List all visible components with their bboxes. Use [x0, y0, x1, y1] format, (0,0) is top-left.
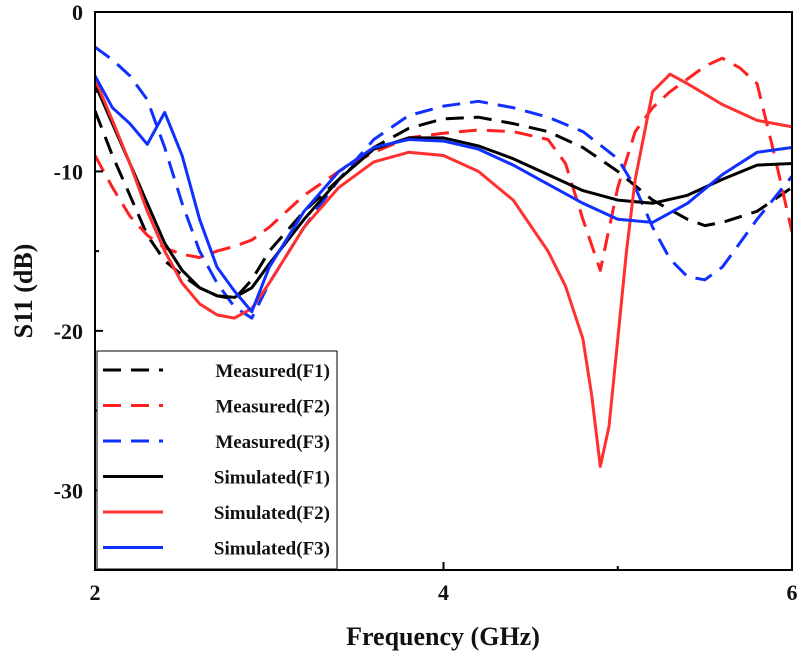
tick-labels: 2 4 6 0 -10 -20 -30 [54, 0, 798, 605]
x-tick-label: 6 [787, 580, 798, 605]
series-line-measured-f2 [95, 56, 792, 272]
plot-lines [95, 45, 792, 468]
legend-box [96, 350, 338, 570]
y-tick-label: -20 [54, 319, 83, 344]
legend-label: Simulated(F2) [214, 503, 330, 524]
legend-label: Simulated(F3) [214, 539, 330, 560]
x-tick-label: 2 [90, 580, 101, 605]
series-line-simulated-f3 [95, 75, 792, 314]
legend-label: Measured(F2) [215, 397, 330, 418]
legend-label: Simulated(F1) [214, 468, 330, 489]
series-line-simulated-f1 [95, 83, 792, 299]
y-tick-label: 0 [72, 0, 83, 25]
legend-label: Measured(F3) [215, 432, 330, 453]
y-tick-label: -30 [54, 478, 83, 503]
legend: Measured(F1) Measured(F2) Measured(F3) Simu… [96, 350, 338, 570]
y-tick-label: -10 [54, 159, 83, 184]
series-line-measured-f3 [95, 45, 792, 320]
legend-label: Measured(F1) [215, 361, 330, 382]
series-line-simulated-f2 [95, 72, 792, 468]
x-tick-label: 4 [438, 580, 449, 605]
x-axis-title: Frequency (GHz) [346, 622, 540, 651]
y-axis-title: S11 (dB) [9, 244, 38, 339]
